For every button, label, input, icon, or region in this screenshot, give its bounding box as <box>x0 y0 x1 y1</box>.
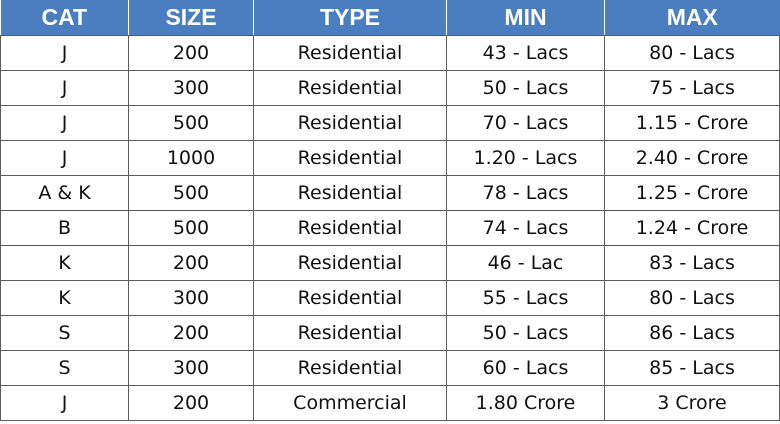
type-cell: Residential <box>253 245 447 281</box>
header-cat: CAT <box>0 0 129 36</box>
cat-cell: B <box>0 210 129 246</box>
table-header: CAT SIZE TYPE MIN MAX <box>0 0 780 36</box>
cat-cell: A & K <box>0 175 129 211</box>
max-cell: 80 - Lacs <box>604 35 780 71</box>
header-max: MAX <box>604 0 780 36</box>
cat-cell: J <box>0 105 129 141</box>
table-row: A & K 500 Residential 78 - Lacs 1.25 - C… <box>0 175 780 211</box>
min-cell: 60 - Lacs <box>446 350 605 386</box>
header-type: TYPE <box>253 0 447 36</box>
type-cell: Residential <box>253 210 447 246</box>
size-cell: 500 <box>128 105 254 141</box>
table-row: K 300 Residential 55 - Lacs 80 - Lacs <box>0 280 780 316</box>
min-cell: 70 - Lacs <box>446 105 605 141</box>
cat-cell: K <box>0 245 129 281</box>
cat-cell: J <box>0 70 129 106</box>
type-cell: Residential <box>253 175 447 211</box>
table-row: S 300 Residential 60 - Lacs 85 - Lacs <box>0 350 780 386</box>
max-cell: 80 - Lacs <box>604 280 780 316</box>
table-row: J 500 Residential 70 - Lacs 1.15 - Crore <box>0 105 780 141</box>
table-row: J 1000 Residential 1.20 - Lacs 2.40 - Cr… <box>0 140 780 176</box>
size-cell: 1000 <box>128 140 254 176</box>
cat-cell: J <box>0 385 129 421</box>
size-cell: 500 <box>128 210 254 246</box>
min-cell: 1.20 - Lacs <box>446 140 605 176</box>
table-row: B 500 Residential 74 - Lacs 1.24 - Crore <box>0 210 780 246</box>
cat-cell: J <box>0 140 129 176</box>
max-cell: 85 - Lacs <box>604 350 780 386</box>
size-cell: 200 <box>128 35 254 71</box>
header-min: MIN <box>446 0 605 36</box>
header-row: CAT SIZE TYPE MIN MAX <box>0 0 780 36</box>
min-cell: 46 - Lac <box>446 245 605 281</box>
table-row: J 200 Residential 43 - Lacs 80 - Lacs <box>0 35 780 71</box>
max-cell: 2.40 - Crore <box>604 140 780 176</box>
size-cell: 200 <box>128 315 254 351</box>
type-cell: Residential <box>253 315 447 351</box>
min-cell: 43 - Lacs <box>446 35 605 71</box>
cat-cell: S <box>0 350 129 386</box>
max-cell: 1.15 - Crore <box>604 105 780 141</box>
size-cell: 300 <box>128 350 254 386</box>
size-cell: 300 <box>128 280 254 316</box>
max-cell: 83 - Lacs <box>604 245 780 281</box>
min-cell: 55 - Lacs <box>446 280 605 316</box>
cat-cell: J <box>0 35 129 71</box>
table-row: J 300 Residential 50 - Lacs 75 - Lacs <box>0 70 780 106</box>
type-cell: Residential <box>253 350 447 386</box>
cat-cell: K <box>0 280 129 316</box>
min-cell: 1.80 Crore <box>446 385 605 421</box>
max-cell: 86 - Lacs <box>604 315 780 351</box>
size-cell: 200 <box>128 245 254 281</box>
max-cell: 1.24 - Crore <box>604 210 780 246</box>
header-size: SIZE <box>128 0 254 36</box>
type-cell: Residential <box>253 140 447 176</box>
type-cell: Residential <box>253 35 447 71</box>
table-body: J 200 Residential 43 - Lacs 80 - Lacs J … <box>0 35 780 421</box>
min-cell: 50 - Lacs <box>446 70 605 106</box>
cat-cell: S <box>0 315 129 351</box>
table-row: S 200 Residential 50 - Lacs 86 - Lacs <box>0 315 780 351</box>
max-cell: 75 - Lacs <box>604 70 780 106</box>
type-cell: Commercial <box>253 385 447 421</box>
max-cell: 1.25 - Crore <box>604 175 780 211</box>
type-cell: Residential <box>253 280 447 316</box>
size-cell: 500 <box>128 175 254 211</box>
min-cell: 50 - Lacs <box>446 315 605 351</box>
type-cell: Residential <box>253 70 447 106</box>
size-cell: 300 <box>128 70 254 106</box>
size-cell: 200 <box>128 385 254 421</box>
max-cell: 3 Crore <box>604 385 780 421</box>
table-row: K 200 Residential 46 - Lac 83 - Lacs <box>0 245 780 281</box>
min-cell: 74 - Lacs <box>446 210 605 246</box>
table-row: J 200 Commercial 1.80 Crore 3 Crore <box>0 385 780 421</box>
min-cell: 78 - Lacs <box>446 175 605 211</box>
type-cell: Residential <box>253 105 447 141</box>
